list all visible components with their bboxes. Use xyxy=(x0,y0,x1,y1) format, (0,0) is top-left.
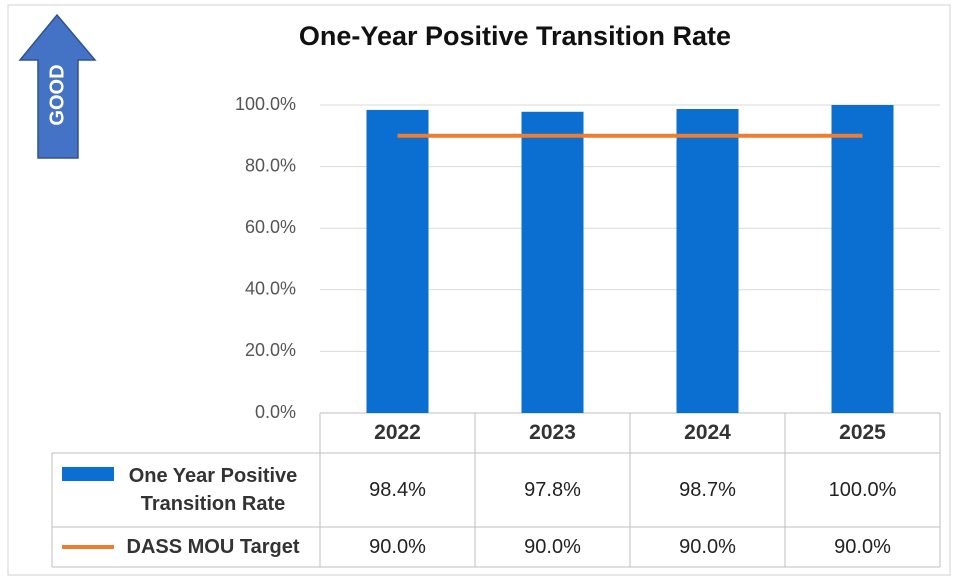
bar xyxy=(366,109,429,413)
data-label: 98.4% xyxy=(369,478,426,501)
y-tick-label: 0.0% xyxy=(255,402,296,422)
data-label: 97.8% xyxy=(524,478,581,501)
chart-border xyxy=(7,4,951,576)
chart-title: One-Year Positive Transition Rate xyxy=(299,21,731,51)
data-label: 98.7% xyxy=(679,478,736,501)
data-label: 90.0% xyxy=(679,535,736,558)
y-tick-label: 100.0% xyxy=(235,94,296,114)
data-label: 90.0% xyxy=(834,535,891,558)
y-tick-label: 40.0% xyxy=(245,279,296,299)
annotation: GOOD xyxy=(46,64,68,125)
bar xyxy=(521,111,584,413)
category-label: 2022 xyxy=(374,421,421,444)
good-arrow xyxy=(18,13,97,159)
category-label: 2023 xyxy=(529,421,576,444)
category-label: 2025 xyxy=(839,421,886,444)
category-label: 2024 xyxy=(684,421,731,444)
y-tick-label: 60.0% xyxy=(245,217,296,237)
legend-label: One Year Positive Transition Rate xyxy=(128,465,298,515)
legend-key xyxy=(62,467,114,481)
data-label: 100.0% xyxy=(828,478,897,501)
data-label: 90.0% xyxy=(369,535,426,558)
bar xyxy=(676,109,739,413)
y-tick-label: 20.0% xyxy=(245,340,296,360)
bar xyxy=(831,105,894,413)
legend-label: DASS MOU Target xyxy=(126,536,300,558)
data-label: 90.0% xyxy=(524,535,581,558)
y-tick-label: 80.0% xyxy=(245,155,296,175)
